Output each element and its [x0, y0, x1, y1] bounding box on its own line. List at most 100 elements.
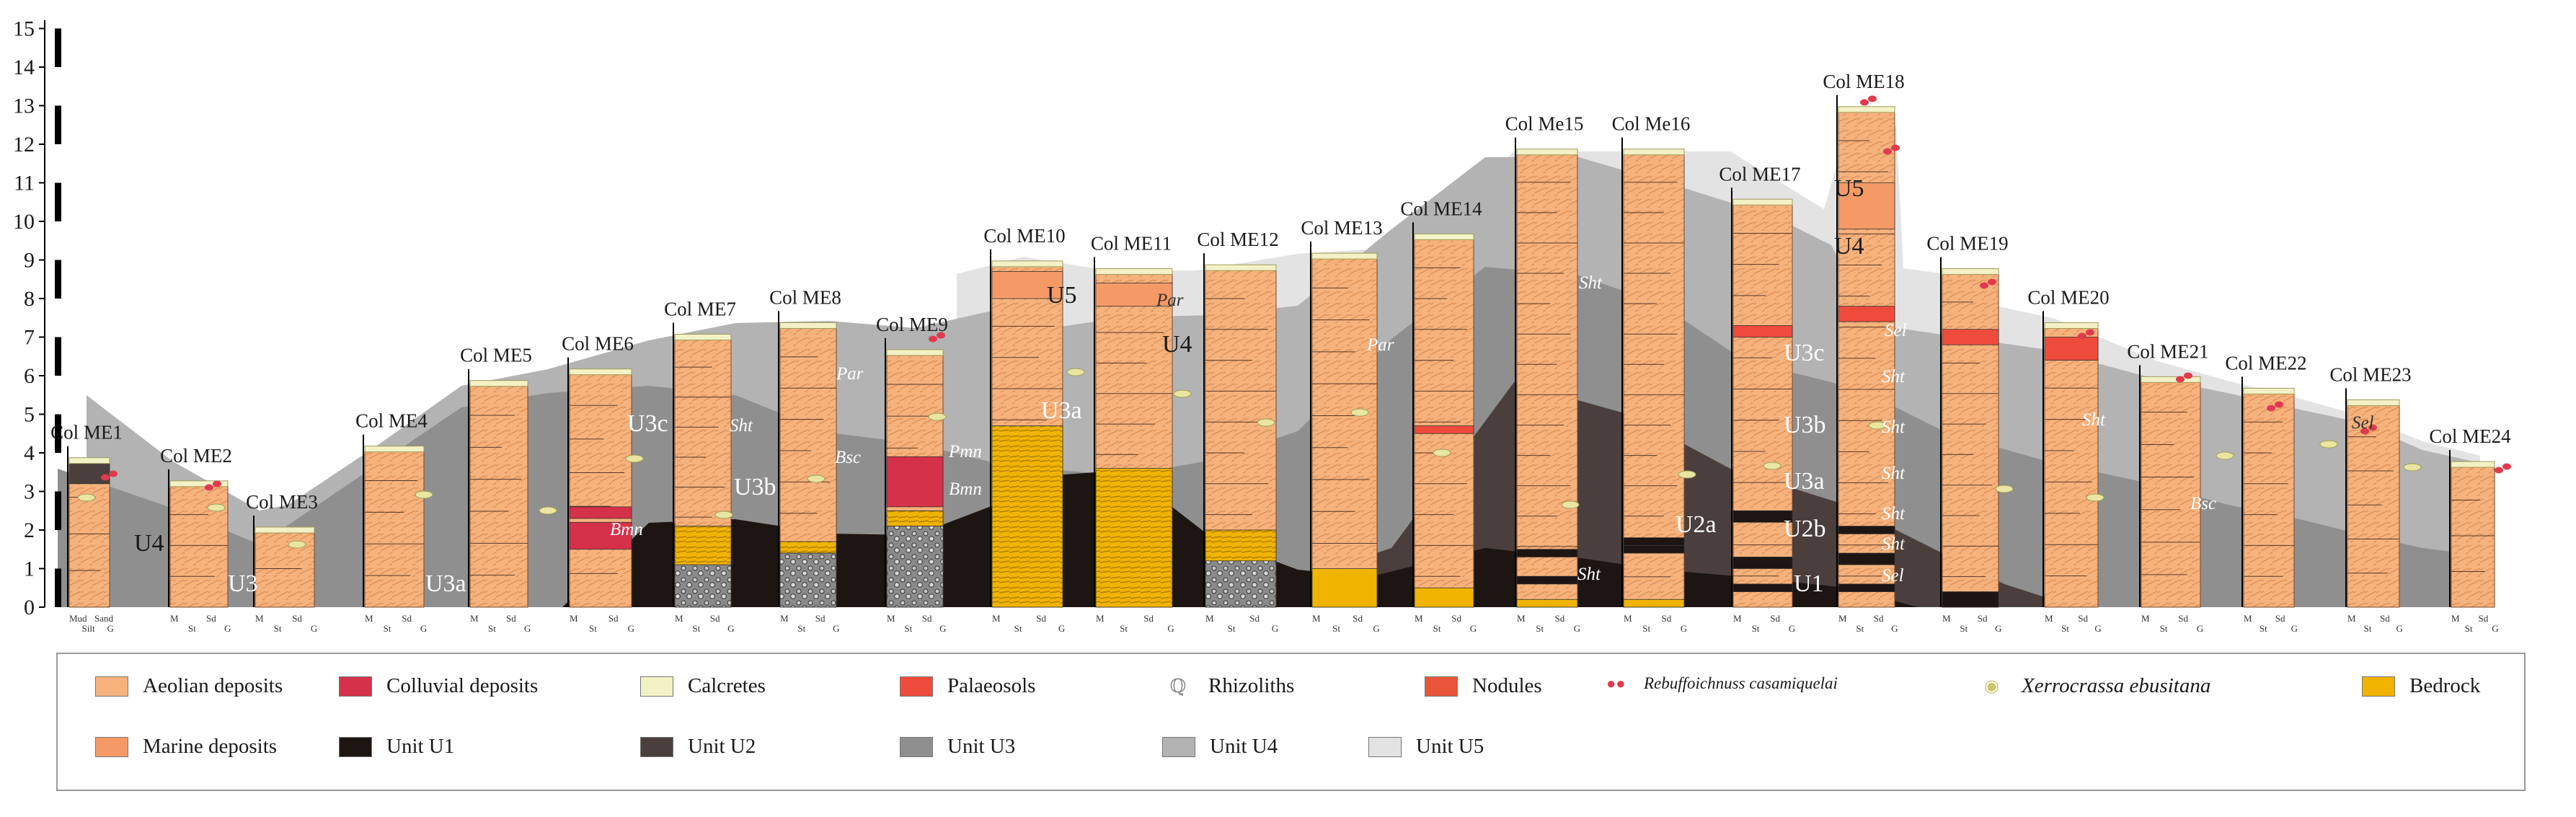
calcrete-cap	[1732, 198, 1793, 206]
facies-block	[1838, 306, 1895, 322]
facies-label-bsc-me21: Bsc	[2190, 494, 2216, 513]
y-tick-label: 7	[24, 326, 35, 350]
facies-block	[1516, 575, 1578, 585]
grain-size-label: Sand	[94, 613, 114, 624]
grain-size-label: St	[384, 623, 391, 634]
grain-size-label: Sd	[2178, 613, 2188, 624]
column-title: Col ME18	[1823, 71, 1904, 92]
column-title: Col ME19	[1926, 233, 2008, 255]
snail-shell-icon	[1257, 418, 1275, 427]
calcrete-cap	[2141, 376, 2201, 383]
column-body	[2141, 379, 2201, 608]
grain-size-label: M	[255, 613, 264, 624]
grain-size-label: St	[1228, 623, 1236, 634]
calcretes-swatch	[640, 676, 673, 697]
column-title: Col ME11	[1091, 233, 1172, 255]
grain-size-label: St	[488, 623, 496, 634]
y-tick-label: 0	[24, 596, 35, 619]
calcrete-cap	[1311, 252, 1378, 260]
facies-block	[1732, 325, 1793, 337]
snail-shell-icon	[539, 506, 557, 515]
unit-label-u3-me2: U3	[228, 570, 258, 597]
grain-size-label: M	[992, 613, 1001, 624]
legend-item-aeolian: Aeolian deposits	[95, 674, 283, 698]
y-tick-label: 5	[24, 403, 35, 427]
snail-shell-icon	[2216, 451, 2234, 460]
column-title: Col ME13	[1301, 217, 1382, 239]
grain-size-label: St	[1856, 623, 1864, 634]
facies-label-bsc-me8: Bsc	[835, 448, 861, 467]
snail-shell-icon	[415, 490, 433, 499]
legend-item-calcretes: Calcretes	[640, 674, 766, 698]
column-title: Col ME8	[769, 286, 841, 308]
grain-size-label: Sd	[608, 613, 619, 624]
grain-size-label: G	[2492, 623, 2498, 634]
facies-label-sht-me18c: Sht	[1882, 464, 1906, 483]
grain-size-label: Sd	[815, 613, 826, 624]
legend-item-unit-u2: Unit U2	[640, 735, 756, 759]
footprint-icon	[1980, 278, 1996, 289]
column-title: Col ME1	[50, 422, 123, 443]
bedrock-swatch	[2362, 676, 2395, 697]
facies-block	[2044, 337, 2099, 361]
grain-size-label: M	[675, 613, 683, 624]
legend-item-unit-u3: Unit U3	[900, 735, 1015, 759]
grain-size-label: M	[1415, 613, 1423, 624]
grain-size-label: St	[1642, 623, 1650, 634]
legend-item-rhizoliths: ℚ Rhizoliths	[1162, 674, 1295, 698]
facies-block	[569, 506, 632, 519]
facies-block	[1732, 557, 1793, 569]
grain-size-label: Sd	[402, 613, 412, 624]
facies-block	[1838, 552, 1895, 565]
unit-u3-swatch	[900, 736, 933, 757]
grain-size-label: M	[2451, 613, 2460, 624]
footprint-icon	[101, 470, 118, 481]
grain-size-label: St	[2160, 623, 2168, 634]
facies-label-sht-me20: Sht	[2082, 410, 2106, 430]
snail-shell-icon	[77, 493, 96, 502]
column-body	[1623, 151, 1685, 608]
footprint-icon	[2078, 329, 2094, 340]
grain-size-label: St	[904, 623, 912, 634]
rhizolith-icon: ℚ	[1169, 675, 1187, 697]
unit-label-u3c-me6: U3c	[627, 410, 668, 437]
column-title: Col ME10	[983, 225, 1065, 247]
marine-swatch	[95, 736, 128, 757]
facies-block	[1095, 283, 1173, 307]
column-title: Col ME6	[562, 333, 634, 355]
column-title: Col ME3	[246, 491, 318, 513]
grain-size-label: G	[1681, 623, 1687, 634]
snail-shell-icon	[1763, 462, 1781, 470]
unit-label-u2b: U2b	[1784, 516, 1826, 542]
facies-block	[1516, 549, 1578, 557]
grain-size-label: St	[2061, 623, 2069, 634]
grain-size-label: M	[1517, 613, 1526, 624]
snail-shell-icon	[807, 474, 826, 483]
legend-item-unit-u5: Unit U5	[1368, 735, 1484, 759]
facies-label-par-me8: Par	[836, 364, 864, 384]
column-body	[364, 449, 425, 608]
unit-label-u3b-me7: U3b	[734, 474, 776, 500]
unit-u5-swatch	[1368, 736, 1402, 757]
calcrete-cap	[991, 260, 1063, 268]
footprint-icon	[2360, 424, 2377, 435]
grain-size-label: St	[274, 623, 282, 634]
column-title: Col ME20	[2027, 286, 2109, 308]
grain-size-label: G	[1167, 623, 1174, 634]
grain-size-label: G	[1574, 623, 1580, 634]
unit-u4-swatch	[1162, 736, 1195, 757]
grain-size-label: Sd	[292, 613, 302, 624]
calcrete-cap	[1414, 233, 1474, 240]
facies-block	[886, 510, 944, 527]
grain-size-label: M	[1733, 613, 1742, 624]
calcrete-cap	[364, 446, 425, 453]
calcrete-cap	[68, 457, 110, 464]
legend-item-colluvial: Colluvial deposits	[339, 674, 538, 698]
y-tick-label: 4	[24, 441, 35, 465]
scale-bar-segment	[55, 182, 61, 221]
legend-item-palaeosols: Palaeosols	[900, 674, 1035, 698]
column-body	[1311, 255, 1378, 608]
grain-size-label: St	[1960, 623, 1968, 634]
legend-item-bedrock: Bedrock	[2362, 674, 2480, 698]
